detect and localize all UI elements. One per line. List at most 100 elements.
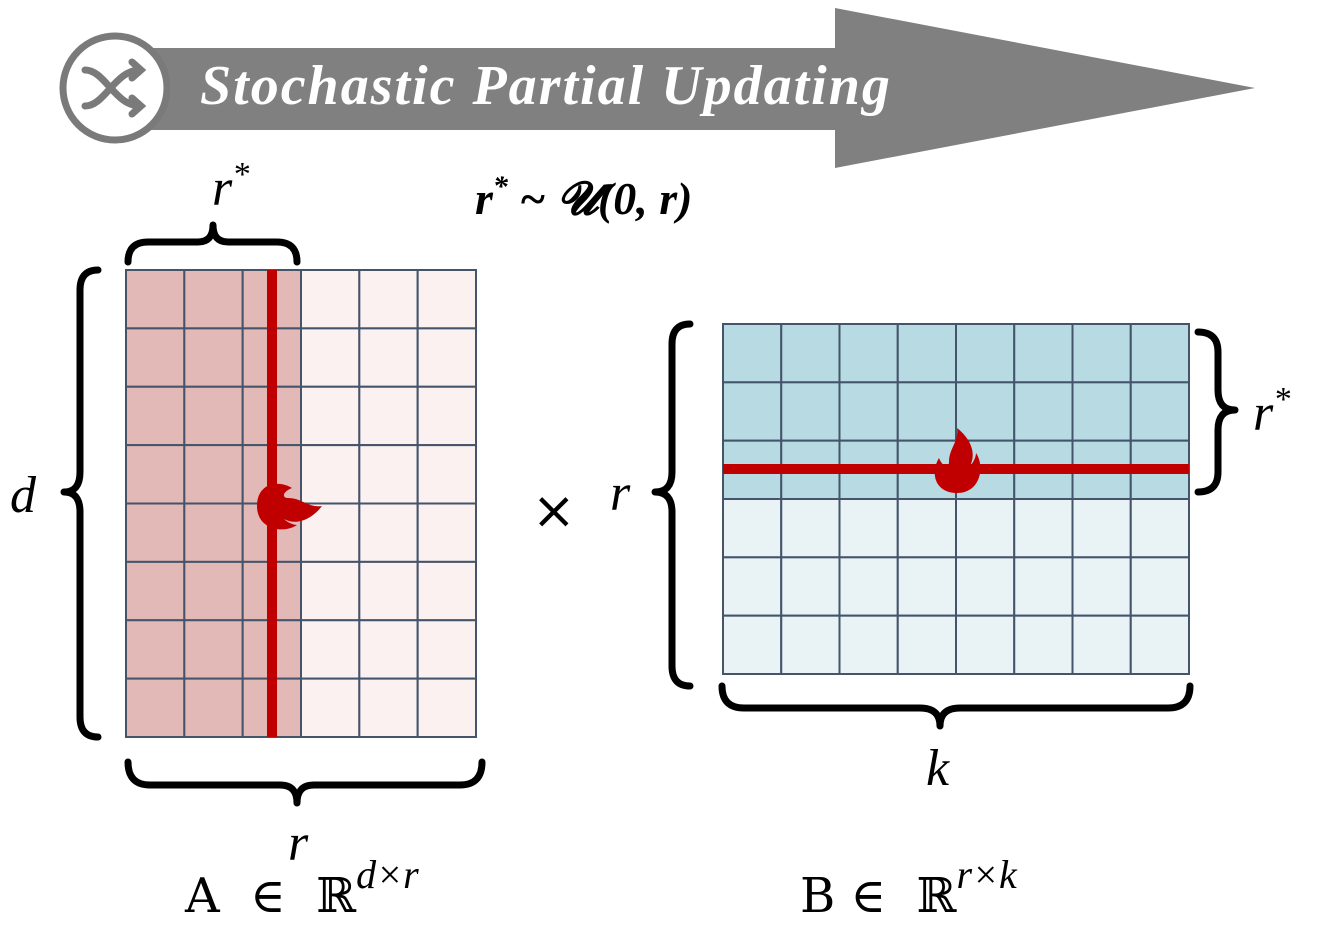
label-base: r: [212, 160, 233, 217]
matrix-cell: [1129, 323, 1190, 384]
matrix-cell: [896, 556, 957, 617]
matrix-cell: [1129, 381, 1190, 442]
matrix-cell: [416, 560, 477, 622]
matrix-cell: [1071, 498, 1132, 559]
matrix-cell: [183, 444, 244, 505]
matrix-cell: [358, 269, 419, 330]
matrix-cell: [838, 323, 899, 384]
matrix-cell: [125, 269, 186, 330]
matrix-cell: [358, 444, 419, 505]
matrix-cell: [838, 556, 899, 617]
brace: [124, 221, 301, 266]
matrix-cell: [125, 385, 186, 447]
matrix-cell: [300, 560, 361, 622]
formula-var: r: [475, 173, 494, 224]
matrix-cell: [838, 498, 899, 559]
matrix-cell: [722, 556, 783, 617]
matrix-cell: [780, 556, 841, 617]
matrix-cell: [1071, 323, 1132, 384]
matrix-cell: [300, 327, 361, 388]
operator: ×: [532, 481, 576, 541]
matrix-cell: [125, 560, 186, 622]
caption-base: B ∈ ℝ: [800, 868, 957, 924]
banner-arrow: [140, 8, 1255, 168]
matrix-cell: [722, 614, 783, 676]
matrix-cell: [183, 502, 244, 563]
a-bottom-label: r: [288, 815, 309, 872]
matrix-cell: [358, 327, 419, 388]
matrix-cell: [896, 614, 957, 676]
caption-base: A ∈ ℝ: [184, 868, 356, 924]
matrix-cell: [300, 385, 361, 447]
matrix-cell: [780, 614, 841, 676]
brace: [718, 682, 1194, 730]
matrix-cell: [1013, 614, 1074, 676]
matrix-cell: [358, 502, 419, 563]
b-right-label: r*: [1253, 381, 1290, 442]
a-caption: A ∈ ℝd×r: [184, 852, 419, 924]
matrix-cell: [358, 560, 419, 622]
formula-sup: *: [493, 170, 509, 203]
matrix-cell: [722, 381, 783, 442]
matrix-cell: [183, 677, 244, 738]
shuffle-icon: [81, 58, 147, 118]
matrix-cell: [358, 619, 419, 680]
matrix-cell: [838, 381, 899, 442]
matrix-cell: [416, 444, 477, 505]
matrix-cell: [780, 498, 841, 559]
b-caption: B ∈ ℝr×k: [800, 852, 1018, 924]
brace: [124, 758, 486, 807]
label-sup: *: [232, 156, 249, 193]
matrix-cell: [183, 619, 244, 680]
matrix-cell: [722, 498, 783, 559]
matrix-cell: [183, 269, 244, 330]
matrix-cell: [955, 323, 1016, 384]
label-base: r: [1253, 385, 1274, 442]
matrix-cell: [780, 381, 841, 442]
matrix-b: [722, 323, 1190, 676]
matrix-cell: [125, 619, 186, 680]
matrix-cell: [1071, 614, 1132, 676]
label-sup: *: [1273, 381, 1290, 418]
matrix-cell: [1013, 556, 1074, 617]
matrix-cell: [780, 323, 841, 384]
brace: [1194, 328, 1239, 496]
matrix-cell: [1129, 556, 1190, 617]
brace: [651, 320, 694, 690]
matrix-cell: [183, 327, 244, 388]
matrix-cell: [955, 498, 1016, 559]
a-top-label: r*: [212, 156, 249, 217]
flame-icon: [257, 483, 322, 530]
matrix-cell: [300, 444, 361, 505]
matrix-cell: [416, 502, 477, 563]
matrix-cell: [416, 327, 477, 388]
matrix-cell: [1013, 381, 1074, 442]
b-bottom-label: k: [926, 740, 950, 797]
banner-title: Stochastic Partial Updating: [200, 55, 892, 117]
matrix-cell: [722, 323, 783, 384]
b-left-label: r: [610, 465, 631, 522]
a-left-label: d: [10, 467, 37, 524]
matrix-cell: [125, 502, 186, 563]
matrix-cell: [1013, 498, 1074, 559]
matrix-cell: [183, 385, 244, 447]
matrix-cell: [416, 385, 477, 447]
matrix-cell: [358, 677, 419, 738]
matrix-cell: [300, 619, 361, 680]
formula-rest: ~ 𝓤(0, r): [508, 173, 693, 224]
matrix-cell: [838, 614, 899, 676]
matrix-cell: [300, 269, 361, 330]
matrix-cell: [896, 381, 957, 442]
matrix-cell: [1071, 556, 1132, 617]
matrix-cell: [896, 323, 957, 384]
caption-sup: r×k: [956, 852, 1018, 897]
matrix-cell: [896, 498, 957, 559]
matrix-cell: [416, 619, 477, 680]
matrix-cell: [300, 677, 361, 738]
matrix-cell: [955, 614, 1016, 676]
matrix-cell: [1129, 498, 1190, 559]
matrix-cell: [1129, 614, 1190, 676]
matrix-cell: [1071, 381, 1132, 442]
brace: [60, 266, 102, 741]
